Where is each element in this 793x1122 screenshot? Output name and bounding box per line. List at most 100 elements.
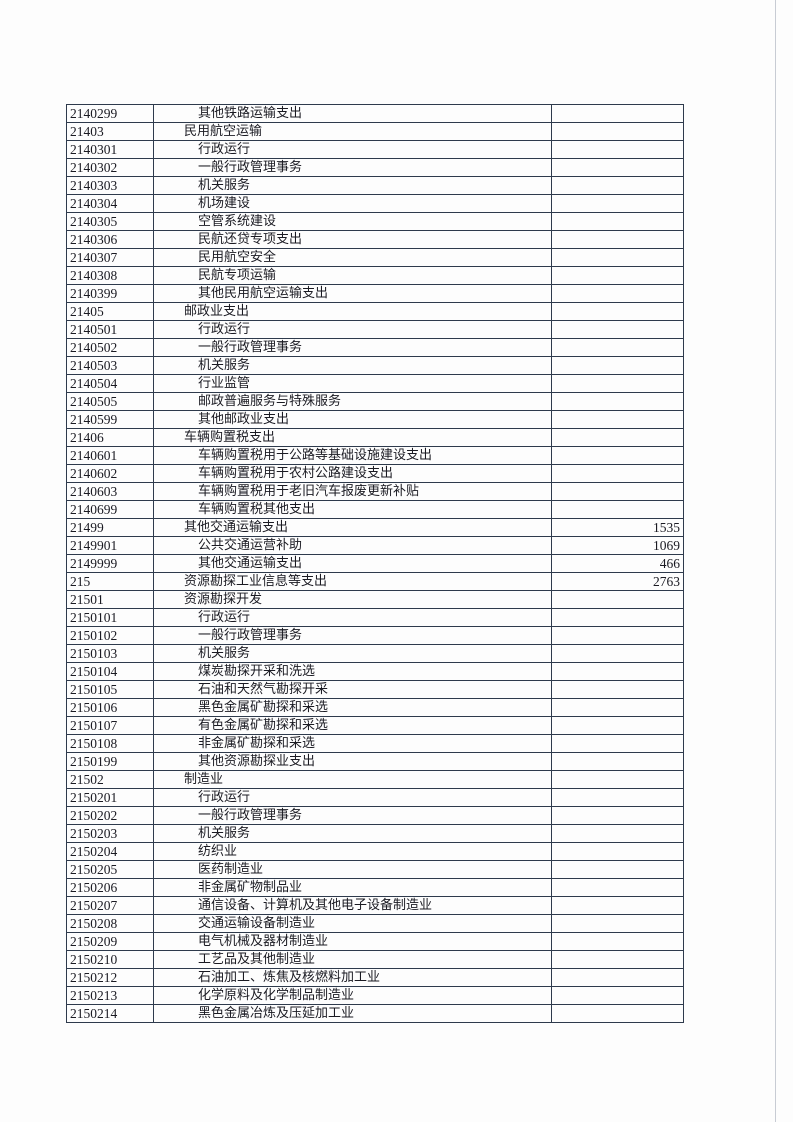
amount-cell <box>551 626 684 645</box>
table-row: 2140308 民航专项运输 <box>66 266 684 285</box>
table-row: 21403 民用航空运输 <box>66 122 684 141</box>
code-cell: 2150107 <box>66 716 154 735</box>
amount-cell: 466 <box>551 554 684 573</box>
name-cell: 一般行政管理事务 <box>153 158 552 177</box>
name-cell: 有色金属矿勘探和采选 <box>153 716 552 735</box>
table-row: 2140603 车辆购置税用于老旧汽车报废更新补贴 <box>66 482 684 501</box>
amount-cell <box>551 122 684 141</box>
amount-cell <box>551 338 684 357</box>
table-row: 2150204 纺织业 <box>66 842 684 861</box>
amount-cell <box>551 446 684 465</box>
table-row: 215 资源勘探工业信息等支出 2763 <box>66 572 684 591</box>
table-row: 2140599 其他邮政业支出 <box>66 410 684 429</box>
amount-cell <box>551 824 684 843</box>
code-cell: 2150204 <box>66 842 154 861</box>
amount-cell <box>551 968 684 987</box>
name-cell: 交通运输设备制造业 <box>153 914 552 933</box>
amount-cell <box>551 770 684 789</box>
table-row: 2140299 其他铁路运输支出 <box>66 104 684 123</box>
table-row: 2150202 一般行政管理事务 <box>66 806 684 825</box>
code-cell: 2149901 <box>66 536 154 555</box>
name-cell: 资源勘探开发 <box>153 590 552 609</box>
code-cell: 2140307 <box>66 248 154 267</box>
table-row: 2140503 机关服务 <box>66 356 684 375</box>
table-row: 2150207 通信设备、计算机及其他电子设备制造业 <box>66 896 684 915</box>
code-cell: 2140399 <box>66 284 154 303</box>
code-cell: 2140302 <box>66 158 154 177</box>
amount-cell <box>551 680 684 699</box>
amount-cell <box>551 932 684 951</box>
amount-cell: 1535 <box>551 518 684 537</box>
table-row: 2150214 黑色金属冶炼及压延加工业 <box>66 1004 684 1023</box>
name-cell: 机关服务 <box>153 176 552 195</box>
name-cell: 其他邮政业支出 <box>153 410 552 429</box>
scan-edge-line <box>775 0 776 1122</box>
amount-cell <box>551 806 684 825</box>
name-cell: 民航专项运输 <box>153 266 552 285</box>
amount-cell <box>551 392 684 411</box>
amount-cell <box>551 986 684 1005</box>
code-cell: 2140503 <box>66 356 154 375</box>
amount-cell <box>551 356 684 375</box>
name-cell: 一般行政管理事务 <box>153 338 552 357</box>
code-cell: 2150209 <box>66 932 154 951</box>
table-row: 21499 其他交通运输支出 1535 <box>66 518 684 537</box>
amount-cell <box>551 194 684 213</box>
code-cell: 21499 <box>66 518 154 537</box>
code-cell: 2140304 <box>66 194 154 213</box>
amount-cell <box>551 410 684 429</box>
amount-cell <box>551 878 684 897</box>
code-cell: 2150207 <box>66 896 154 915</box>
code-cell: 2140599 <box>66 410 154 429</box>
table-row: 2150107 有色金属矿勘探和采选 <box>66 716 684 735</box>
table-row: 2150201 行政运行 <box>66 788 684 807</box>
amount-cell <box>551 176 684 195</box>
amount-cell <box>551 212 684 231</box>
table-row: 2150208 交通运输设备制造业 <box>66 914 684 933</box>
name-cell: 其他交通运输支出 <box>153 518 552 537</box>
code-cell: 2140303 <box>66 176 154 195</box>
table-row: 2140302 一般行政管理事务 <box>66 158 684 177</box>
code-cell: 21501 <box>66 590 154 609</box>
name-cell: 民用航空运输 <box>153 122 552 141</box>
code-cell: 2140603 <box>66 482 154 501</box>
name-cell: 其他交通运输支出 <box>153 554 552 573</box>
name-cell: 煤炭勘探开采和洗选 <box>153 662 552 681</box>
code-cell: 2150104 <box>66 662 154 681</box>
amount-cell <box>551 950 684 969</box>
name-cell: 车辆购置税用于老旧汽车报废更新补贴 <box>153 482 552 501</box>
table-row: 21501 资源勘探开发 <box>66 590 684 609</box>
table-row: 2140304 机场建设 <box>66 194 684 213</box>
amount-cell <box>551 266 684 285</box>
name-cell: 行政运行 <box>153 788 552 807</box>
amount-cell <box>551 464 684 483</box>
name-cell: 制造业 <box>153 770 552 789</box>
code-cell: 2150201 <box>66 788 154 807</box>
name-cell: 工艺品及其他制造业 <box>153 950 552 969</box>
name-cell: 行政运行 <box>153 320 552 339</box>
amount-cell <box>551 104 684 123</box>
amount-cell: 1069 <box>551 536 684 555</box>
code-cell: 21406 <box>66 428 154 447</box>
name-cell: 石油加工、炼焦及核燃料加工业 <box>153 968 552 987</box>
code-cell: 2150105 <box>66 680 154 699</box>
name-cell: 石油和天然气勘探开采 <box>153 680 552 699</box>
amount-cell <box>551 734 684 753</box>
name-cell: 通信设备、计算机及其他电子设备制造业 <box>153 896 552 915</box>
code-cell: 2140602 <box>66 464 154 483</box>
name-cell: 行政运行 <box>153 608 552 627</box>
amount-cell <box>551 860 684 879</box>
amount-cell <box>551 302 684 321</box>
code-cell: 2150210 <box>66 950 154 969</box>
code-cell: 2140299 <box>66 104 154 123</box>
name-cell: 邮政业支出 <box>153 302 552 321</box>
name-cell: 非金属矿物制品业 <box>153 878 552 897</box>
amount-cell <box>551 248 684 267</box>
table-row: 2140303 机关服务 <box>66 176 684 195</box>
table-row: 2149901 公共交通运营补助 1069 <box>66 536 684 555</box>
code-cell: 2149999 <box>66 554 154 573</box>
name-cell: 行业监管 <box>153 374 552 393</box>
amount-cell <box>551 590 684 609</box>
table-row: 2140306 民航还贷专项支出 <box>66 230 684 249</box>
code-cell: 2150205 <box>66 860 154 879</box>
